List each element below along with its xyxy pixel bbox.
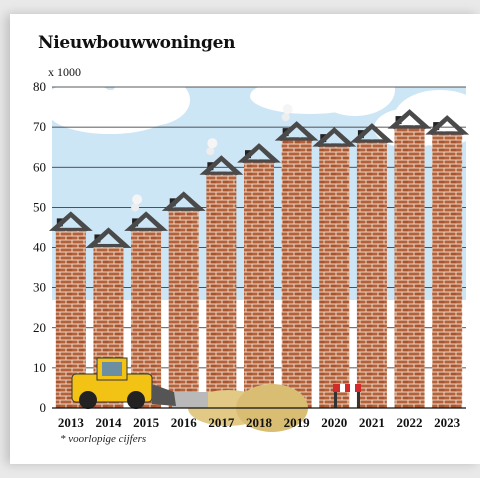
x-tick-label: 2023 bbox=[434, 415, 461, 430]
barrier-stripe bbox=[350, 384, 355, 392]
smoke bbox=[282, 104, 293, 115]
barrier-bar bbox=[333, 384, 361, 392]
smoke bbox=[207, 138, 218, 149]
bar-2016 bbox=[168, 207, 199, 408]
x-tick-label: 2016 bbox=[171, 415, 198, 430]
x-tick-label: 2013 bbox=[58, 415, 85, 430]
y-tick-label: 50 bbox=[33, 199, 46, 214]
excavator-wheel bbox=[127, 391, 145, 409]
cloud bbox=[110, 74, 190, 126]
x-tick-label: 2022 bbox=[397, 415, 423, 430]
bar-2017 bbox=[206, 171, 237, 408]
roof-edge bbox=[124, 211, 169, 231]
excavator-bucket bbox=[152, 384, 176, 406]
x-tick-label: 2017 bbox=[208, 415, 235, 430]
y-tick-label: 70 bbox=[33, 119, 46, 134]
x-tick-label: 2019 bbox=[284, 415, 311, 430]
y-tick-label: 30 bbox=[33, 280, 46, 295]
excavator-wheel bbox=[79, 391, 97, 409]
barrier-leg bbox=[357, 392, 360, 408]
construction-decoration bbox=[71, 357, 361, 432]
y-unit-label: x 1000 bbox=[48, 65, 81, 79]
smoke bbox=[131, 203, 140, 212]
bar-2019 bbox=[281, 137, 312, 409]
chart-title: Nieuwbouwwoningen bbox=[38, 33, 236, 53]
roof-edge bbox=[274, 121, 319, 141]
smoke bbox=[281, 113, 290, 122]
roof-edge bbox=[349, 123, 394, 143]
y-tick-label: 10 bbox=[33, 360, 46, 375]
barrier-leg bbox=[334, 392, 337, 408]
x-tick-label: 2015 bbox=[133, 415, 160, 430]
roof-edge bbox=[86, 227, 131, 247]
bar-2018 bbox=[244, 159, 274, 408]
barrier-stripe bbox=[340, 384, 345, 392]
bar-2020 bbox=[319, 143, 350, 408]
roof-edge bbox=[48, 211, 93, 231]
roof-edge bbox=[161, 191, 206, 211]
y-tick-label: 0 bbox=[40, 400, 47, 415]
y-tick-label: 60 bbox=[33, 159, 46, 174]
bar-2023 bbox=[432, 131, 463, 408]
x-tick-label: 2018 bbox=[246, 415, 273, 430]
roof-edge bbox=[387, 109, 432, 129]
y-tick-label: 40 bbox=[33, 240, 46, 255]
excavator-window bbox=[102, 362, 122, 376]
y-tick-label: 80 bbox=[33, 79, 46, 94]
footnote: * voorlopige cijfers bbox=[60, 433, 147, 445]
stone-slab bbox=[172, 392, 208, 408]
axes: 0 10 20 30 40 50 60 70 80 2013 2014 2015 2016 2017 201… bbox=[33, 79, 466, 430]
roof-edge bbox=[237, 143, 281, 163]
x-tick-label: 2021 bbox=[359, 415, 385, 430]
bar-2021 bbox=[356, 139, 387, 408]
roof-edge bbox=[199, 155, 244, 175]
cloud bbox=[315, 64, 395, 116]
bar-2022 bbox=[394, 125, 425, 408]
roof-edge bbox=[425, 115, 470, 135]
roof-edge bbox=[312, 127, 357, 147]
y-tick-label: 20 bbox=[33, 320, 46, 335]
x-tick-label: 2020 bbox=[321, 415, 347, 430]
smoke bbox=[206, 147, 215, 156]
cloud bbox=[46, 82, 114, 118]
smoke bbox=[132, 194, 143, 205]
x-tick-label: 2014 bbox=[95, 415, 122, 430]
